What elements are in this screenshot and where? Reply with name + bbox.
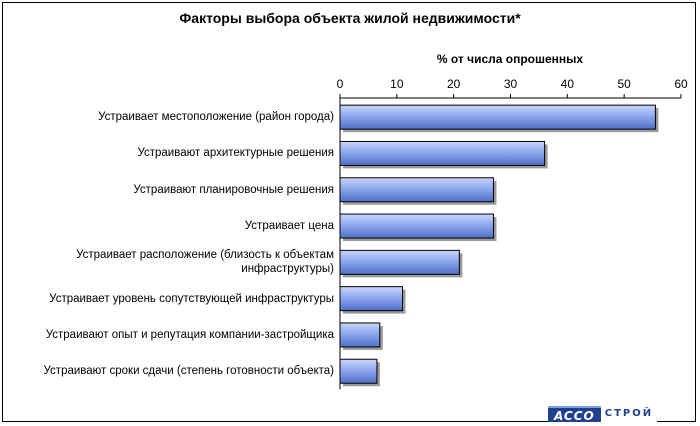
category-label: Устраивает местоположение (район города) [98, 111, 334, 124]
category-label: Устраивают опыт и репутация компании-зас… [45, 328, 334, 341]
category-label: Устраивают архитектурные решения [137, 147, 334, 160]
chart-frame [2, 2, 696, 422]
bar [339, 177, 494, 203]
category-label: Устраивают сроки сдачи (степень готовнос… [43, 365, 334, 378]
logo-main-text: ACCO [548, 406, 601, 423]
bar [339, 213, 494, 239]
bar [339, 140, 546, 166]
bar [339, 249, 460, 275]
x-tick-label: 50 [617, 77, 631, 91]
x-tick-label: 60 [674, 77, 688, 91]
x-tick-label: 10 [390, 77, 404, 91]
bar [339, 104, 656, 130]
x-axis-label: % от числа опрошенных [436, 52, 584, 66]
logo-sub-text: СТРОЙ [600, 406, 658, 422]
bar [339, 358, 378, 384]
category-label: Устраивают планировочные решения [133, 183, 334, 196]
category-label: Устраивает расположение (близость к объе… [76, 249, 334, 276]
category-label: Устраивает цена [244, 220, 334, 233]
brand-logo: ACCO СТРОЙ [548, 406, 658, 423]
x-tick-label: 40 [561, 77, 575, 91]
x-tick-label: 0 [337, 77, 344, 91]
chart-title: Факторы выбора объекта жилой недвижимост… [179, 10, 521, 26]
x-tick-label: 20 [447, 77, 461, 91]
category-label: Устраивает уровень сопутствующей инфраст… [49, 292, 334, 305]
bar [339, 322, 381, 348]
x-tick-label: 30 [504, 77, 518, 91]
bar [339, 286, 404, 312]
